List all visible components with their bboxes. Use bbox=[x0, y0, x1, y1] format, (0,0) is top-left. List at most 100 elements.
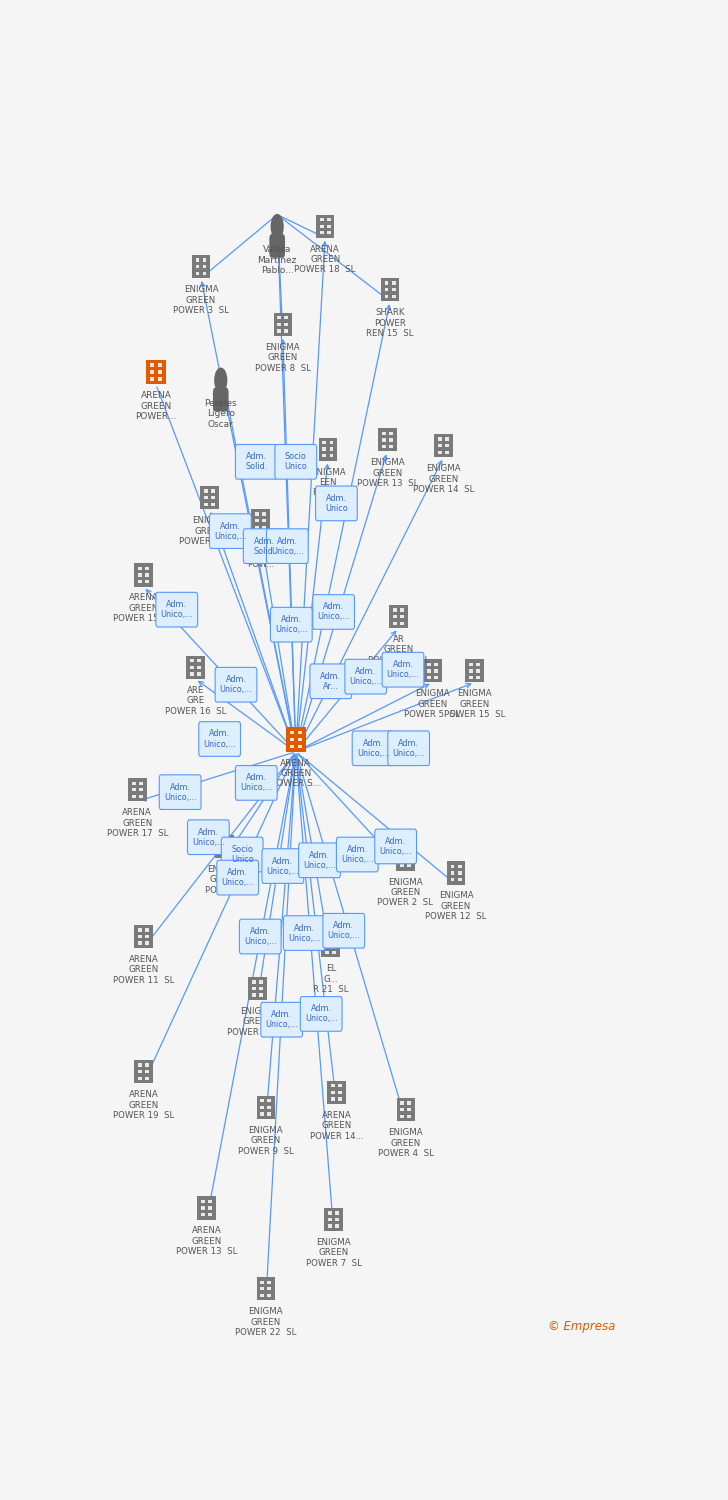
FancyBboxPatch shape bbox=[438, 438, 442, 441]
FancyBboxPatch shape bbox=[145, 1070, 149, 1074]
FancyBboxPatch shape bbox=[262, 849, 304, 883]
FancyBboxPatch shape bbox=[146, 360, 166, 384]
Text: Adm.
Unico,...: Adm. Unico,... bbox=[328, 921, 360, 940]
FancyBboxPatch shape bbox=[393, 609, 397, 612]
FancyBboxPatch shape bbox=[261, 1294, 264, 1298]
Text: ARENA
GREEN
POWER 18  SL: ARENA GREEN POWER 18 SL bbox=[294, 244, 356, 274]
FancyBboxPatch shape bbox=[201, 1200, 205, 1203]
FancyBboxPatch shape bbox=[270, 608, 312, 642]
Text: Adm.
Unico,...: Adm. Unico,... bbox=[305, 1005, 338, 1023]
FancyBboxPatch shape bbox=[138, 1077, 142, 1080]
FancyBboxPatch shape bbox=[267, 1106, 272, 1108]
FancyBboxPatch shape bbox=[330, 454, 333, 458]
Text: Socio
Unico: Socio Unico bbox=[285, 453, 307, 471]
FancyBboxPatch shape bbox=[202, 258, 207, 261]
FancyBboxPatch shape bbox=[333, 951, 336, 954]
FancyBboxPatch shape bbox=[134, 926, 153, 948]
Text: Adm.
Unico,...: Adm. Unico,... bbox=[303, 850, 336, 870]
FancyBboxPatch shape bbox=[208, 1214, 212, 1216]
FancyBboxPatch shape bbox=[134, 1060, 153, 1083]
FancyBboxPatch shape bbox=[211, 496, 215, 500]
FancyBboxPatch shape bbox=[407, 858, 411, 861]
FancyBboxPatch shape bbox=[434, 669, 438, 672]
FancyBboxPatch shape bbox=[330, 447, 333, 452]
FancyBboxPatch shape bbox=[325, 951, 329, 954]
Text: SHARK
POWER
REN 15  SL: SHARK POWER REN 15 SL bbox=[366, 308, 414, 338]
FancyBboxPatch shape bbox=[248, 976, 266, 1000]
FancyBboxPatch shape bbox=[261, 1287, 264, 1290]
FancyBboxPatch shape bbox=[191, 255, 210, 278]
FancyBboxPatch shape bbox=[345, 660, 387, 694]
FancyBboxPatch shape bbox=[469, 663, 473, 666]
FancyBboxPatch shape bbox=[274, 314, 292, 336]
FancyBboxPatch shape bbox=[138, 928, 142, 932]
FancyBboxPatch shape bbox=[277, 330, 281, 333]
FancyBboxPatch shape bbox=[322, 934, 340, 957]
FancyBboxPatch shape bbox=[261, 1002, 303, 1036]
FancyBboxPatch shape bbox=[261, 1106, 264, 1108]
FancyBboxPatch shape bbox=[400, 850, 403, 853]
FancyBboxPatch shape bbox=[285, 316, 288, 320]
FancyBboxPatch shape bbox=[201, 1214, 205, 1216]
FancyBboxPatch shape bbox=[255, 525, 258, 530]
FancyBboxPatch shape bbox=[323, 441, 326, 444]
FancyBboxPatch shape bbox=[226, 839, 230, 842]
FancyBboxPatch shape bbox=[423, 660, 442, 682]
FancyBboxPatch shape bbox=[400, 615, 404, 618]
FancyBboxPatch shape bbox=[145, 573, 149, 576]
Text: ARENA
GREEN
POWER 11  SL: ARENA GREEN POWER 11 SL bbox=[113, 956, 174, 986]
FancyBboxPatch shape bbox=[298, 843, 341, 878]
FancyBboxPatch shape bbox=[213, 388, 229, 411]
FancyBboxPatch shape bbox=[434, 663, 438, 666]
FancyBboxPatch shape bbox=[381, 438, 386, 441]
FancyBboxPatch shape bbox=[298, 738, 301, 741]
FancyBboxPatch shape bbox=[277, 316, 281, 320]
FancyBboxPatch shape bbox=[200, 486, 219, 508]
FancyBboxPatch shape bbox=[215, 668, 257, 702]
FancyBboxPatch shape bbox=[261, 1113, 264, 1116]
FancyBboxPatch shape bbox=[261, 1100, 264, 1102]
FancyBboxPatch shape bbox=[331, 1090, 335, 1094]
FancyBboxPatch shape bbox=[400, 1101, 404, 1106]
FancyBboxPatch shape bbox=[451, 878, 454, 882]
Text: ENIGMA
GREEN
POWER 4  SL: ENIGMA GREEN POWER 4 SL bbox=[378, 1128, 434, 1158]
Text: ENIGMA
GREEN
POWER 8  SL: ENIGMA GREEN POWER 8 SL bbox=[255, 344, 311, 372]
Text: Socio
Unico: Socio Unico bbox=[231, 844, 253, 864]
FancyBboxPatch shape bbox=[392, 282, 395, 285]
FancyBboxPatch shape bbox=[458, 864, 462, 868]
FancyBboxPatch shape bbox=[240, 920, 281, 954]
Text: ENIGMA
GREEN
POWER 14  SL: ENIGMA GREEN POWER 14 SL bbox=[413, 464, 475, 494]
Text: Adm.
Unico,...: Adm. Unico,... bbox=[214, 522, 247, 540]
FancyBboxPatch shape bbox=[313, 594, 355, 630]
FancyBboxPatch shape bbox=[301, 996, 342, 1030]
Circle shape bbox=[215, 369, 226, 393]
Text: ENIGMA
GREEN
POWER 22  SL: ENIGMA GREEN POWER 22 SL bbox=[235, 1308, 296, 1336]
FancyBboxPatch shape bbox=[400, 1114, 404, 1118]
FancyBboxPatch shape bbox=[427, 663, 431, 666]
Text: ENIGMA
GREEN
POWER 6: ENIGMA GREEN POWER 6 bbox=[205, 865, 245, 894]
FancyBboxPatch shape bbox=[156, 592, 197, 627]
Text: Adm.
Unico,...: Adm. Unico,... bbox=[387, 660, 419, 680]
Text: Adm.
Unico,...: Adm. Unico,... bbox=[220, 675, 253, 694]
FancyBboxPatch shape bbox=[320, 231, 323, 234]
Text: ENIGMA
GREEN
POWER 3  SL: ENIGMA GREEN POWER 3 SL bbox=[173, 285, 229, 315]
Text: ENIGMA
GREEN
POWER 9  SL: ENIGMA GREEN POWER 9 SL bbox=[238, 1126, 294, 1155]
FancyBboxPatch shape bbox=[407, 850, 411, 853]
FancyBboxPatch shape bbox=[196, 272, 199, 274]
FancyBboxPatch shape bbox=[451, 871, 454, 874]
Text: © Empresa: © Empresa bbox=[548, 1320, 616, 1332]
FancyBboxPatch shape bbox=[139, 782, 143, 784]
FancyBboxPatch shape bbox=[382, 652, 424, 687]
FancyBboxPatch shape bbox=[219, 852, 223, 855]
FancyBboxPatch shape bbox=[393, 621, 397, 626]
FancyBboxPatch shape bbox=[208, 1200, 212, 1203]
FancyBboxPatch shape bbox=[256, 1096, 275, 1119]
FancyBboxPatch shape bbox=[145, 580, 149, 584]
Text: ENIGMA
GREEN
POWER 11  SL: ENIGMA GREEN POWER 11 SL bbox=[226, 1007, 288, 1036]
FancyBboxPatch shape bbox=[333, 944, 336, 948]
Text: Adm.
Unico,...: Adm. Unico,... bbox=[221, 868, 254, 886]
FancyBboxPatch shape bbox=[324, 1208, 343, 1231]
FancyBboxPatch shape bbox=[427, 676, 431, 680]
Text: Adm.
Unico,...: Adm. Unico,... bbox=[357, 738, 389, 758]
FancyBboxPatch shape bbox=[145, 928, 149, 932]
